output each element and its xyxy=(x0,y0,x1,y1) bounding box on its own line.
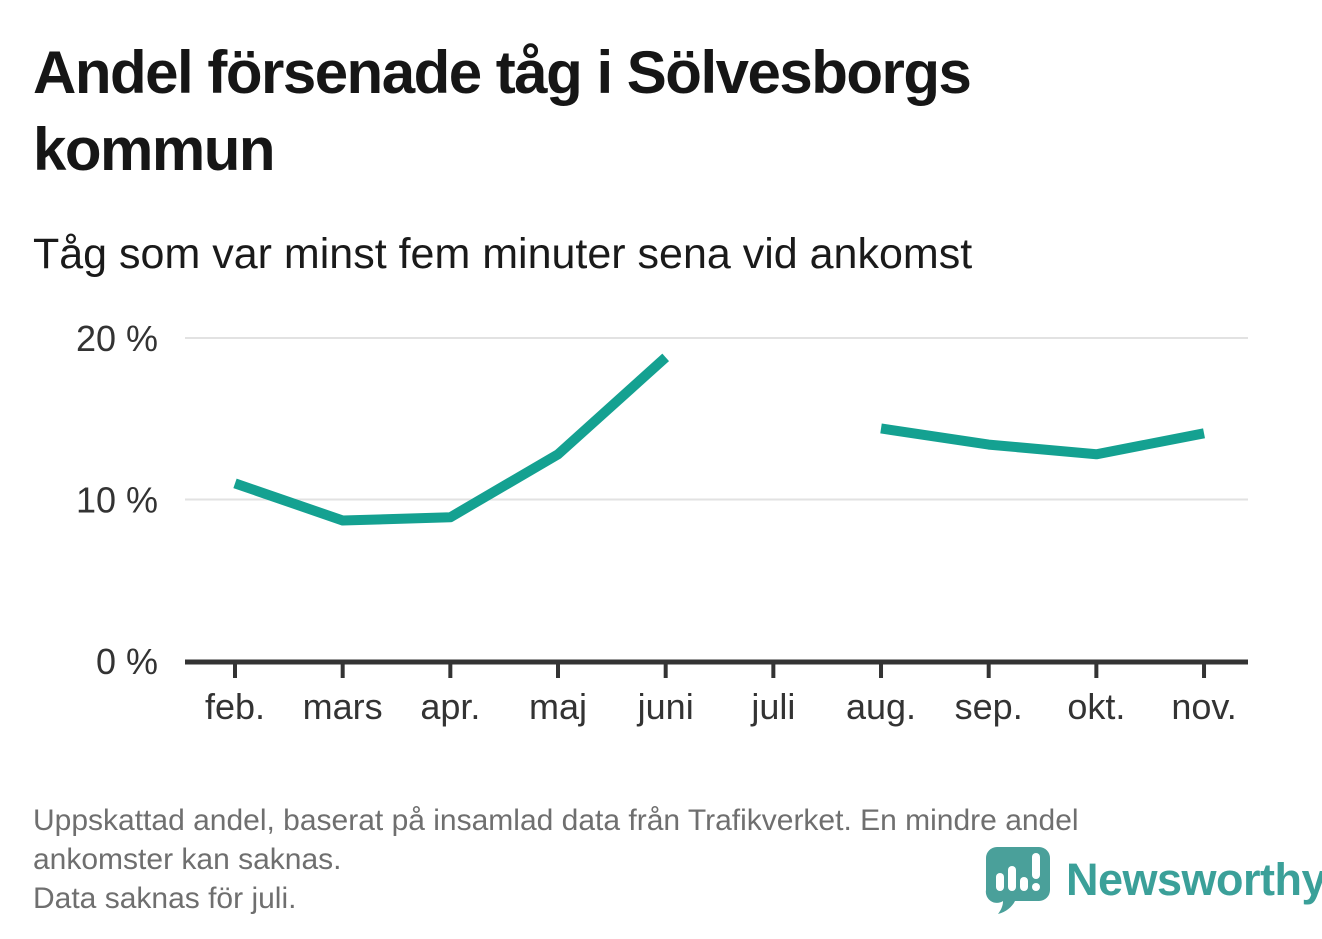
data-series-line xyxy=(880,423,1205,460)
bar-1 xyxy=(996,873,1004,891)
brand-name: Newsworthy xyxy=(1066,854,1322,905)
footnote-line: Data saknas för juli. xyxy=(33,882,297,915)
x-axis-tick-label: sep. xyxy=(955,686,1023,727)
newsworthy-logo: Newsworthy xyxy=(984,845,1322,915)
footnote-line: ankomster kan saknas. xyxy=(33,843,342,876)
x-axis-tick-label: aug. xyxy=(846,686,916,727)
exclamation-dot xyxy=(1032,883,1040,891)
x-axis-tick-label: feb. xyxy=(205,686,265,727)
x-axis-tick-label: nov. xyxy=(1171,686,1236,727)
exclamation-bar xyxy=(1032,853,1040,879)
x-axis-tick-label: mars xyxy=(303,686,383,727)
data-series-line xyxy=(233,353,670,526)
chart-speech-bubble-icon xyxy=(985,847,1050,914)
chart-subtitle: Tåg som var minst fem minuter sena vid a… xyxy=(33,230,973,278)
x-axis-tick-label: maj xyxy=(529,686,587,727)
bar-3 xyxy=(1020,877,1028,891)
footnote: Uppskattad andel, baserat på insamlad da… xyxy=(33,801,1079,918)
x-axis-tick-label: okt. xyxy=(1067,686,1125,727)
x-axis-tick-label: juli xyxy=(750,686,795,727)
y-axis-tick-label: 10 % xyxy=(76,480,158,521)
bar-2 xyxy=(1008,866,1016,891)
y-axis-tick-label: 20 % xyxy=(76,318,158,359)
line-chart: 0 % 10 % 20 % feb. mars apr. maj juni juli aug. se… xyxy=(76,318,1248,727)
page-title: Andel försenade tåg i Sölvesborgs kommun xyxy=(33,39,972,183)
footnote-line: Uppskattad andel, baserat på insamlad da… xyxy=(33,804,1079,837)
y-axis-tick-label: 0 % xyxy=(96,641,158,682)
x-axis-tick-label: apr. xyxy=(420,686,480,727)
x-axis-tick-label: juni xyxy=(637,686,694,727)
speech-bubble-shape xyxy=(985,847,1050,914)
